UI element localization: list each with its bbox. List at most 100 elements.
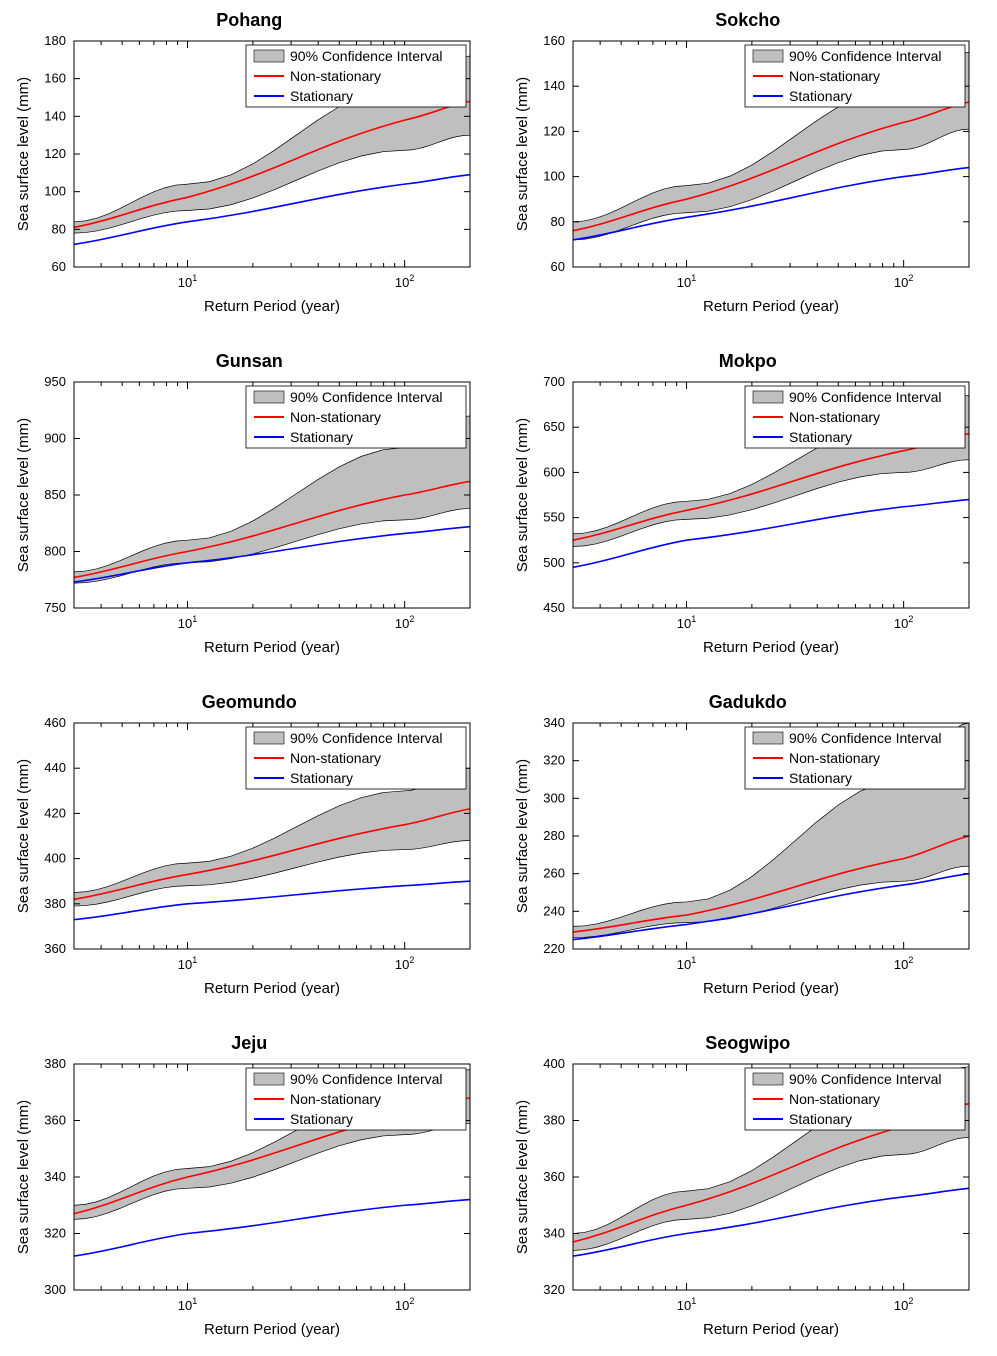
x-axis-label: Return Period (year) bbox=[204, 980, 340, 997]
svg-text:101: 101 bbox=[178, 614, 197, 631]
svg-text:Stationary: Stationary bbox=[290, 88, 353, 104]
svg-text:280: 280 bbox=[543, 828, 565, 843]
svg-text:60: 60 bbox=[52, 259, 66, 274]
svg-text:100: 100 bbox=[44, 184, 66, 199]
svg-text:80: 80 bbox=[52, 221, 66, 236]
svg-text:450: 450 bbox=[543, 600, 565, 615]
y-axis-label: Sea surface level (mm) bbox=[15, 1100, 32, 1254]
svg-text:90% Confidence Interval: 90% Confidence Interval bbox=[290, 730, 443, 746]
panel-gunsan: Gunsan750800850900950101102Return Period… bbox=[10, 351, 489, 664]
svg-text:160: 160 bbox=[543, 33, 565, 48]
svg-text:Non-stationary: Non-stationary bbox=[789, 68, 880, 84]
y-axis-label: Sea surface level (mm) bbox=[15, 77, 32, 231]
svg-text:340: 340 bbox=[543, 1226, 565, 1241]
chart-mokpo: 450500550600650700101102Return Period (y… bbox=[509, 374, 979, 664]
svg-text:102: 102 bbox=[395, 614, 414, 631]
svg-text:300: 300 bbox=[543, 790, 565, 805]
svg-text:460: 460 bbox=[44, 715, 66, 730]
chart-seogwipo: 320340360380400101102Return Period (year… bbox=[509, 1056, 979, 1346]
svg-text:180: 180 bbox=[44, 33, 66, 48]
svg-text:400: 400 bbox=[543, 1056, 565, 1071]
svg-text:320: 320 bbox=[543, 753, 565, 768]
svg-text:300: 300 bbox=[44, 1282, 66, 1297]
svg-text:400: 400 bbox=[44, 851, 66, 866]
svg-text:800: 800 bbox=[44, 544, 66, 559]
svg-text:Stationary: Stationary bbox=[290, 429, 353, 445]
x-axis-label: Return Period (year) bbox=[204, 298, 340, 315]
svg-text:950: 950 bbox=[44, 374, 66, 389]
svg-text:90% Confidence Interval: 90% Confidence Interval bbox=[290, 48, 443, 64]
svg-text:Stationary: Stationary bbox=[290, 770, 353, 786]
chart-sokcho: 6080100120140160101102Return Period (yea… bbox=[509, 33, 979, 323]
x-axis-label: Return Period (year) bbox=[703, 1321, 839, 1338]
svg-text:Stationary: Stationary bbox=[789, 429, 852, 445]
y-axis-label: Sea surface level (mm) bbox=[15, 759, 32, 913]
svg-text:102: 102 bbox=[893, 273, 912, 290]
svg-text:Non-stationary: Non-stationary bbox=[290, 750, 381, 766]
svg-text:220: 220 bbox=[543, 941, 565, 956]
svg-text:320: 320 bbox=[44, 1226, 66, 1241]
chart-pohang: 6080100120140160180101102Return Period (… bbox=[10, 33, 480, 323]
chart-gadukdo: 220240260280300320340101102Return Period… bbox=[509, 715, 979, 1005]
svg-text:750: 750 bbox=[44, 600, 66, 615]
svg-text:90% Confidence Interval: 90% Confidence Interval bbox=[290, 1071, 443, 1087]
panel-mokpo: Mokpo450500550600650700101102Return Peri… bbox=[509, 351, 988, 664]
y-axis-label: Sea surface level (mm) bbox=[514, 418, 531, 572]
svg-text:Stationary: Stationary bbox=[789, 770, 852, 786]
svg-text:Non-stationary: Non-stationary bbox=[789, 409, 880, 425]
svg-text:440: 440 bbox=[44, 760, 66, 775]
svg-text:Non-stationary: Non-stationary bbox=[290, 409, 381, 425]
svg-text:102: 102 bbox=[893, 614, 912, 631]
svg-text:380: 380 bbox=[44, 896, 66, 911]
svg-text:380: 380 bbox=[543, 1113, 565, 1128]
svg-text:60: 60 bbox=[550, 259, 564, 274]
chart-gunsan: 750800850900950101102Return Period (year… bbox=[10, 374, 480, 664]
svg-text:101: 101 bbox=[676, 955, 695, 972]
svg-text:340: 340 bbox=[543, 715, 565, 730]
svg-text:260: 260 bbox=[543, 866, 565, 881]
svg-text:90% Confidence Interval: 90% Confidence Interval bbox=[789, 48, 942, 64]
x-axis-label: Return Period (year) bbox=[703, 298, 839, 315]
svg-text:120: 120 bbox=[543, 123, 565, 138]
svg-text:101: 101 bbox=[178, 955, 197, 972]
svg-text:240: 240 bbox=[543, 903, 565, 918]
chart-title: Seogwipo bbox=[509, 1033, 988, 1054]
svg-text:90% Confidence Interval: 90% Confidence Interval bbox=[789, 730, 942, 746]
y-axis-label: Sea surface level (mm) bbox=[514, 77, 531, 231]
svg-text:80: 80 bbox=[550, 214, 564, 229]
svg-text:380: 380 bbox=[44, 1056, 66, 1071]
svg-text:90% Confidence Interval: 90% Confidence Interval bbox=[789, 389, 942, 405]
svg-text:102: 102 bbox=[893, 1296, 912, 1313]
svg-text:101: 101 bbox=[676, 1296, 695, 1313]
svg-text:102: 102 bbox=[893, 955, 912, 972]
svg-text:Stationary: Stationary bbox=[290, 1111, 353, 1127]
panel-geomundo: Geomundo360380400420440460101102Return P… bbox=[10, 692, 489, 1005]
svg-text:420: 420 bbox=[44, 805, 66, 820]
x-axis-label: Return Period (year) bbox=[204, 1321, 340, 1338]
svg-text:140: 140 bbox=[543, 78, 565, 93]
chart-grid: Pohang6080100120140160180101102Return Pe… bbox=[10, 10, 987, 1346]
chart-geomundo: 360380400420440460101102Return Period (y… bbox=[10, 715, 480, 1005]
svg-text:102: 102 bbox=[395, 955, 414, 972]
y-axis-label: Sea surface level (mm) bbox=[514, 759, 531, 913]
chart-title: Gunsan bbox=[10, 351, 489, 372]
panel-jeju: Jeju300320340360380101102Return Period (… bbox=[10, 1033, 489, 1346]
chart-title: Mokpo bbox=[509, 351, 988, 372]
svg-text:101: 101 bbox=[676, 273, 695, 290]
y-axis-label: Sea surface level (mm) bbox=[514, 1100, 531, 1254]
svg-text:600: 600 bbox=[543, 464, 565, 479]
svg-text:101: 101 bbox=[178, 1296, 197, 1313]
chart-title: Gadukdo bbox=[509, 692, 988, 713]
svg-text:360: 360 bbox=[44, 1113, 66, 1128]
svg-text:Non-stationary: Non-stationary bbox=[789, 1091, 880, 1107]
svg-text:Stationary: Stationary bbox=[789, 1111, 852, 1127]
svg-text:102: 102 bbox=[395, 1296, 414, 1313]
svg-text:160: 160 bbox=[44, 71, 66, 86]
svg-text:700: 700 bbox=[543, 374, 565, 389]
panel-seogwipo: Seogwipo320340360380400101102Return Peri… bbox=[509, 1033, 988, 1346]
svg-text:90% Confidence Interval: 90% Confidence Interval bbox=[789, 1071, 942, 1087]
svg-text:Non-stationary: Non-stationary bbox=[290, 1091, 381, 1107]
svg-text:101: 101 bbox=[178, 273, 197, 290]
svg-text:340: 340 bbox=[44, 1169, 66, 1184]
x-axis-label: Return Period (year) bbox=[703, 639, 839, 656]
